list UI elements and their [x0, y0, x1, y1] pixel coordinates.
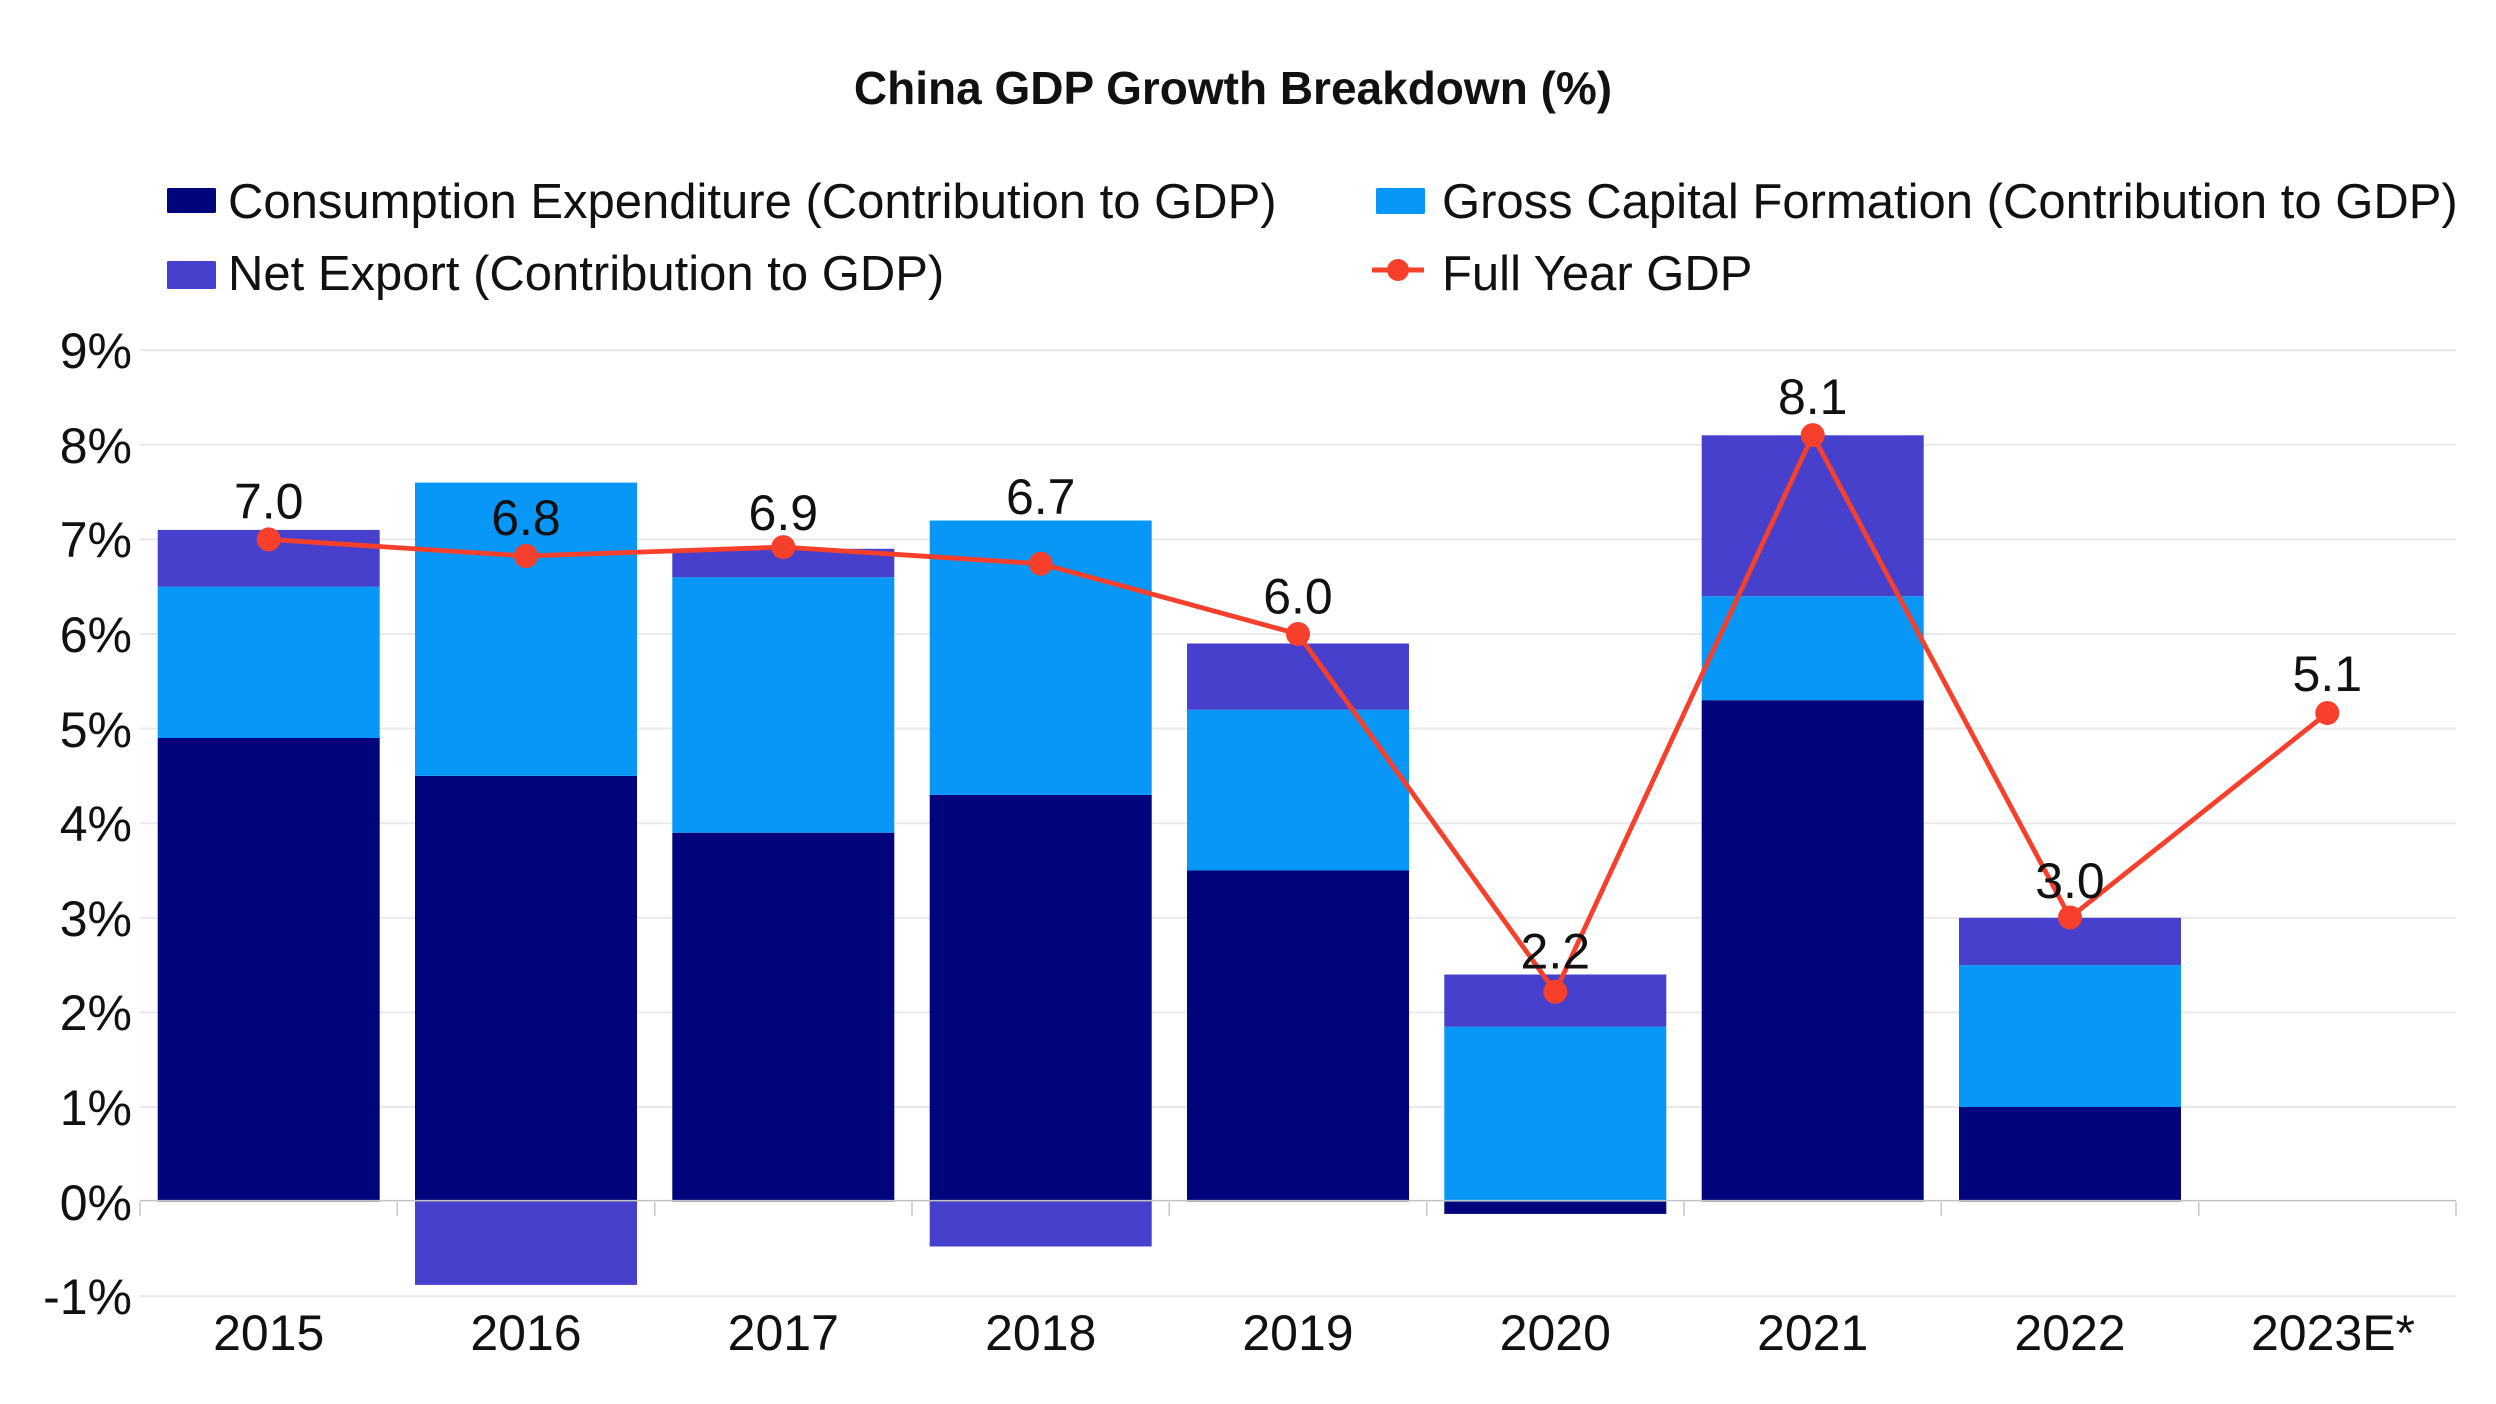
svg-text:2018: 2018: [985, 1305, 1096, 1361]
svg-text:6.8: 6.8: [491, 490, 561, 546]
svg-text:Consumption Expenditure (Contr: Consumption Expenditure (Contribution to…: [228, 175, 1277, 229]
svg-text:5.1: 5.1: [2293, 646, 2363, 702]
svg-text:6%: 6%: [60, 607, 132, 663]
svg-text:2015: 2015: [213, 1305, 324, 1361]
svg-text:8%: 8%: [60, 418, 132, 474]
svg-text:2017: 2017: [728, 1305, 839, 1361]
svg-text:-1%: -1%: [43, 1269, 132, 1325]
svg-text:Full Year GDP: Full Year GDP: [1442, 247, 1753, 301]
svg-text:3%: 3%: [60, 891, 132, 947]
svg-text:6.0: 6.0: [1263, 569, 1333, 625]
svg-text:2019: 2019: [1242, 1305, 1353, 1361]
svg-text:Net Export (Contribution to GD: Net Export (Contribution to GDP): [228, 247, 944, 301]
svg-text:2023E*: 2023E*: [2251, 1305, 2415, 1361]
svg-text:3.0: 3.0: [2035, 853, 2105, 909]
svg-text:2%: 2%: [60, 985, 132, 1041]
svg-text:6.7: 6.7: [1006, 469, 1076, 525]
svg-text:7%: 7%: [60, 512, 132, 568]
svg-text:1%: 1%: [60, 1080, 132, 1136]
svg-text:4%: 4%: [60, 796, 132, 852]
svg-text:8.1: 8.1: [1778, 369, 1848, 425]
svg-text:2.2: 2.2: [1521, 924, 1591, 980]
svg-text:6.9: 6.9: [749, 485, 819, 541]
svg-text:2021: 2021: [1757, 1305, 1868, 1361]
svg-text:5%: 5%: [60, 702, 132, 758]
svg-text:2022: 2022: [2014, 1305, 2125, 1361]
svg-text:9%: 9%: [60, 323, 132, 379]
svg-text:7.0: 7.0: [234, 473, 304, 529]
svg-text:0%: 0%: [60, 1175, 132, 1231]
svg-text:2020: 2020: [1500, 1305, 1611, 1361]
svg-text:China GDP Growth Breakdown (%): China GDP Growth Breakdown (%): [854, 62, 1612, 114]
svg-text:2016: 2016: [470, 1305, 581, 1361]
svg-text:Gross Capital Formation (Contr: Gross Capital Formation (Contribution to…: [1442, 175, 2458, 229]
